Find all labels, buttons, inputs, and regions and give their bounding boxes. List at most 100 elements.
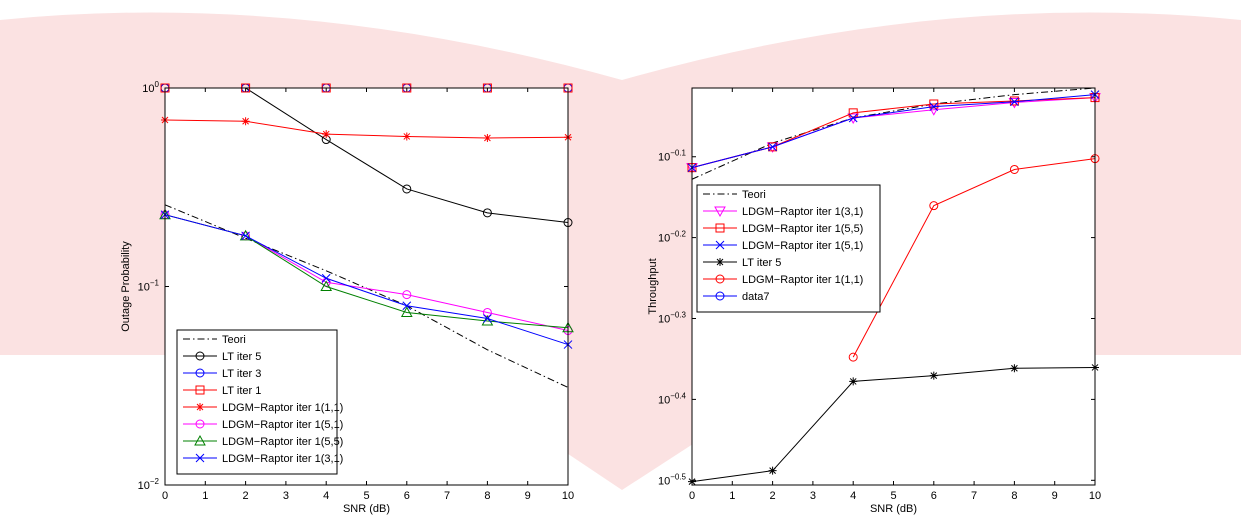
marker [402, 132, 411, 141]
marker [241, 117, 250, 126]
x-tick-label: 1 [729, 490, 735, 502]
marker [768, 142, 778, 152]
marker [320, 280, 333, 291]
legend-label: LDGM−Raptor iter 1(5,1) [742, 240, 863, 252]
marker [715, 291, 725, 301]
marker [848, 352, 858, 362]
marker [482, 208, 492, 218]
marker [848, 113, 858, 123]
marker [195, 385, 205, 395]
marker [1010, 364, 1019, 373]
x-tick-label: 4 [850, 490, 856, 502]
legend-label: LT iter 5 [222, 351, 261, 363]
legend-box [696, 184, 881, 313]
legend-label: LDGM−Raptor iter 1(3,1) [222, 453, 343, 465]
x-axis-label: SNR (dB) [870, 503, 917, 515]
series-line [691, 94, 1096, 169]
marker [194, 434, 206, 446]
marker [768, 466, 777, 475]
x-tick-label: 9 [525, 490, 531, 502]
x-tick-label: 6 [404, 490, 410, 502]
x-tick-label: 2 [243, 490, 249, 502]
marker [321, 273, 331, 283]
marker [1010, 97, 1019, 107]
y-tick-label: 10−0.5 [658, 472, 687, 487]
x-tick-label: 3 [810, 490, 816, 502]
marker [929, 201, 939, 211]
marker [849, 377, 858, 386]
marker [483, 133, 492, 142]
marker [768, 142, 777, 152]
marker [1008, 97, 1021, 109]
x-tick-label: 10 [1089, 490, 1101, 502]
marker [715, 223, 725, 233]
marker [483, 314, 492, 323]
y-tick-label: 10−0.1 [658, 149, 687, 164]
legend-label: LDGM−Raptor iter 1(1,1) [742, 274, 863, 286]
legend-label: LT iter 1 [222, 385, 261, 397]
x-tick-label: 7 [971, 490, 977, 502]
marker [402, 301, 412, 311]
legend-label: LT iter 5 [742, 257, 781, 269]
marker [196, 403, 204, 411]
legend-label: LT iter 3 [222, 368, 261, 380]
y-tick-label: 10−1 [138, 279, 160, 294]
marker [929, 102, 939, 112]
x-tick-label: 0 [162, 490, 168, 502]
legend-label: Teori [742, 189, 766, 201]
marker [195, 419, 205, 429]
legend-label: LDGM−Raptor iter 1(3,1) [742, 206, 863, 218]
marker [402, 290, 412, 300]
series-line [164, 119, 569, 139]
marker [715, 240, 725, 250]
legend-label: LDGM−Raptor iter 1(5,5) [742, 223, 863, 235]
x-tick-label: 8 [1011, 490, 1017, 502]
series-line [852, 158, 1096, 358]
y-axis-label: Throughput [647, 258, 659, 314]
marker [402, 184, 412, 194]
y-tick-label: 10−0.2 [658, 230, 687, 245]
x-axis-label: SNR (dB) [343, 503, 390, 515]
x-tick-label: 5 [890, 490, 896, 502]
legend: Teori LDGM−Raptor iter 1(3,1) LDGM−Raptor … [696, 184, 881, 313]
legend: Teori LT iter 5 LT iter 3 LT iter 1 LDGM−Rap… [176, 329, 343, 475]
series-line [691, 87, 1096, 180]
legend-label: Teori [222, 334, 246, 346]
marker [195, 351, 205, 361]
marker [400, 306, 413, 317]
marker [195, 368, 205, 378]
marker [929, 99, 939, 109]
axes-box [164, 87, 569, 486]
x-tick-label: 6 [931, 490, 937, 502]
marker [1009, 164, 1019, 174]
chart: 0 1 2 3 4 5 6 7 8 9 10 10−0.5 10−0.4 10−0.3 10−0.2 10−0… [647, 87, 1101, 515]
y-tick-label: 100 [142, 80, 159, 95]
marker [716, 258, 724, 266]
legend-box [176, 329, 338, 475]
x-tick-label: 1 [202, 490, 208, 502]
y-tick-label: 10−0.4 [658, 391, 687, 406]
legend-label: LDGM−Raptor iter 1(1,1) [222, 402, 343, 414]
x-tick-label: 2 [770, 490, 776, 502]
chart: 0 1 2 3 4 5 6 7 8 9 10 10−2 10−1 100 SNR (dB) Outage Pr… [120, 80, 574, 515]
marker [241, 231, 250, 241]
y-tick-label: 10−0.3 [658, 310, 687, 325]
marker [715, 274, 725, 284]
x-tick-label: 8 [484, 490, 490, 502]
x-tick-label: 5 [363, 490, 369, 502]
marker [714, 206, 726, 218]
x-tick-label: 0 [689, 490, 695, 502]
marker [927, 105, 940, 116]
series-line [691, 366, 1096, 483]
marker [195, 453, 205, 463]
x-tick-label: 3 [283, 490, 289, 502]
axes-box [691, 87, 1096, 486]
series-line [164, 214, 569, 346]
x-tick-label: 9 [1052, 490, 1058, 502]
y-axis-label: Outage Probability [120, 241, 132, 332]
marker [848, 108, 858, 118]
x-tick-label: 7 [444, 490, 450, 502]
x-tick-label: 10 [562, 490, 574, 502]
